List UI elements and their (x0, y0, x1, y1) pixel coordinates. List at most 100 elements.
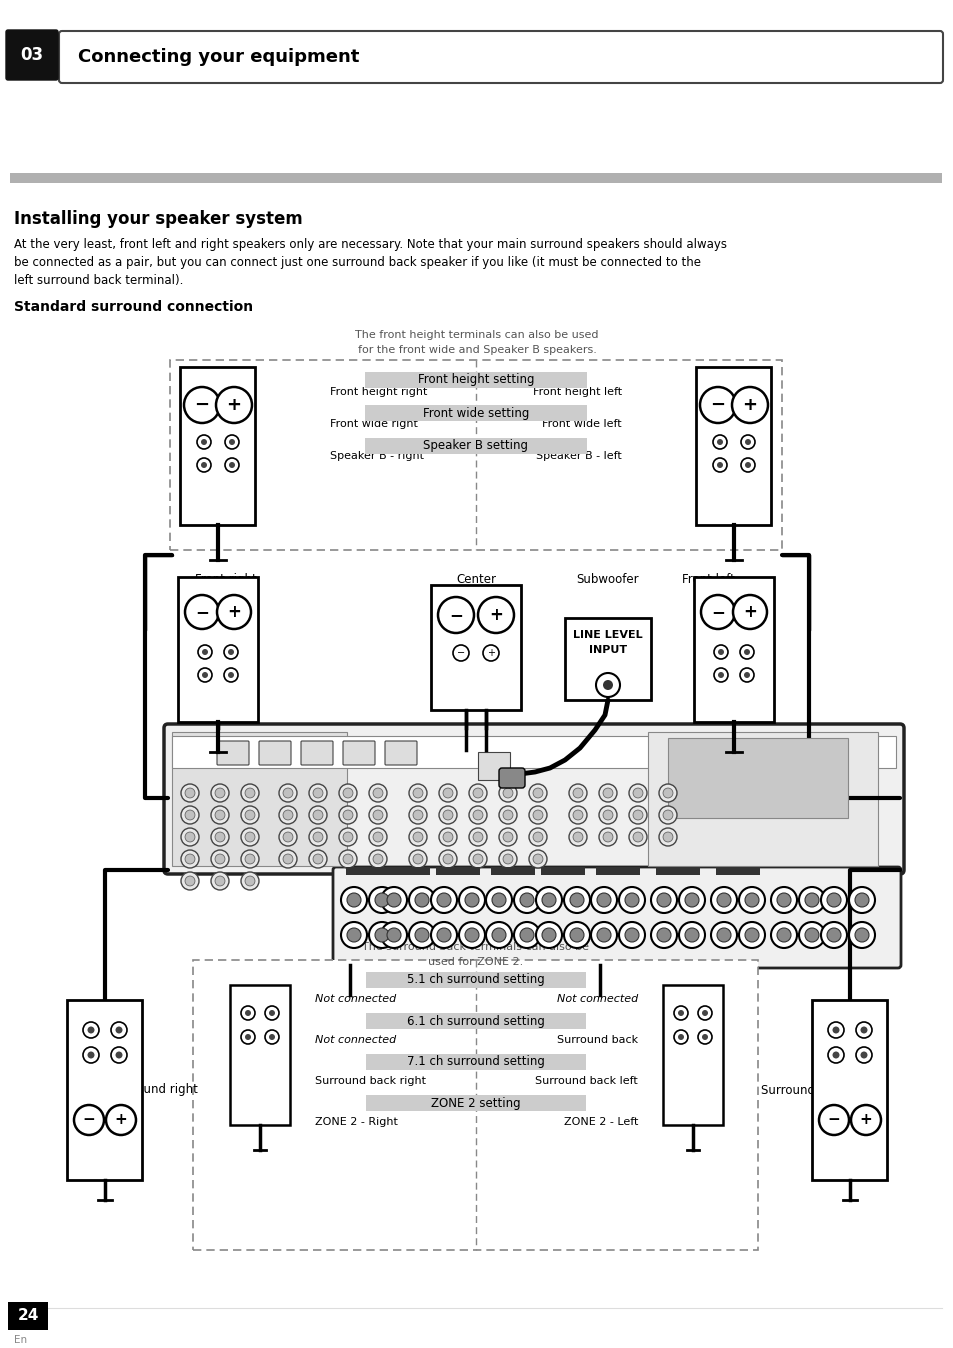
Bar (346, 867, 390, 875)
Text: +: + (742, 603, 756, 621)
Circle shape (211, 872, 229, 890)
Circle shape (380, 922, 407, 948)
Bar (812, 1000, 886, 1180)
Circle shape (740, 669, 753, 682)
Circle shape (409, 806, 427, 824)
Text: ZONE 2 setting: ZONE 2 setting (431, 1096, 520, 1109)
Text: Not connected: Not connected (314, 993, 395, 1004)
Text: The front height terminals can also be used: The front height terminals can also be u… (355, 330, 598, 340)
Circle shape (529, 806, 546, 824)
Bar (540, 867, 584, 875)
Circle shape (860, 1026, 866, 1034)
Circle shape (541, 927, 556, 942)
Circle shape (453, 644, 469, 661)
Text: 5.1 ch surround setting: 5.1 ch surround setting (407, 973, 544, 987)
Circle shape (827, 1047, 843, 1064)
Circle shape (568, 806, 586, 824)
Circle shape (265, 1006, 278, 1020)
Circle shape (770, 887, 796, 913)
Bar (696, 367, 771, 524)
Circle shape (569, 892, 583, 907)
Circle shape (245, 855, 254, 864)
Circle shape (826, 927, 841, 942)
Circle shape (700, 387, 735, 423)
Circle shape (826, 892, 841, 907)
Circle shape (283, 810, 293, 820)
Circle shape (88, 1026, 94, 1034)
Circle shape (241, 851, 258, 868)
Text: for the front wide and Speaker B speakers.: for the front wide and Speaker B speaker… (357, 345, 596, 355)
Circle shape (659, 806, 677, 824)
Circle shape (369, 785, 387, 802)
Circle shape (269, 1010, 274, 1016)
Circle shape (185, 810, 194, 820)
Circle shape (387, 927, 400, 942)
Circle shape (202, 673, 208, 678)
Circle shape (309, 851, 327, 868)
Circle shape (662, 810, 672, 820)
Circle shape (442, 810, 453, 820)
Bar (172, 736, 895, 768)
Circle shape (338, 785, 356, 802)
Circle shape (265, 1030, 278, 1043)
Bar (477, 752, 510, 780)
Circle shape (211, 851, 229, 868)
Bar (170, 360, 781, 550)
Bar (193, 960, 758, 1250)
FancyBboxPatch shape (333, 867, 900, 968)
FancyBboxPatch shape (258, 741, 291, 766)
Circle shape (438, 785, 456, 802)
Circle shape (438, 828, 456, 847)
Circle shape (413, 789, 422, 798)
Circle shape (679, 887, 704, 913)
Circle shape (469, 851, 486, 868)
Circle shape (369, 922, 395, 948)
Text: Subwoofer: Subwoofer (576, 573, 639, 586)
Text: +: + (227, 603, 241, 621)
Bar (366, 972, 585, 988)
FancyBboxPatch shape (301, 741, 333, 766)
Circle shape (732, 594, 766, 630)
Bar (662, 985, 722, 1126)
Bar (8, 1302, 48, 1330)
Circle shape (533, 832, 542, 842)
Text: Connecting your equipment: Connecting your equipment (78, 49, 359, 66)
Circle shape (602, 679, 613, 690)
Circle shape (529, 828, 546, 847)
Circle shape (832, 1051, 839, 1058)
Text: Front wide setting: Front wide setting (422, 407, 529, 419)
Bar (366, 1054, 585, 1070)
Bar (230, 985, 290, 1126)
FancyBboxPatch shape (343, 741, 375, 766)
FancyBboxPatch shape (164, 724, 903, 874)
Circle shape (74, 1105, 104, 1135)
Circle shape (659, 828, 677, 847)
Text: ZONE 2 - Right: ZONE 2 - Right (314, 1117, 397, 1127)
Circle shape (202, 648, 208, 655)
Circle shape (673, 1030, 687, 1043)
Circle shape (821, 922, 846, 948)
Circle shape (185, 594, 219, 630)
Circle shape (770, 922, 796, 948)
Circle shape (413, 855, 422, 864)
Circle shape (650, 887, 677, 913)
Circle shape (211, 806, 229, 824)
Circle shape (245, 1010, 251, 1016)
Circle shape (598, 806, 617, 824)
Circle shape (740, 458, 754, 472)
Text: At the very least, front left and right speakers only are necessary. Note that y: At the very least, front left and right … (14, 239, 726, 251)
Circle shape (343, 810, 353, 820)
Circle shape (597, 927, 610, 942)
Circle shape (214, 832, 225, 842)
Circle shape (633, 832, 642, 842)
Circle shape (776, 892, 790, 907)
Circle shape (618, 922, 644, 948)
Circle shape (717, 927, 730, 942)
Text: +: + (859, 1112, 871, 1127)
Circle shape (343, 789, 353, 798)
Circle shape (278, 785, 296, 802)
Circle shape (241, 806, 258, 824)
Circle shape (338, 828, 356, 847)
Circle shape (678, 1010, 683, 1016)
Circle shape (415, 927, 429, 942)
